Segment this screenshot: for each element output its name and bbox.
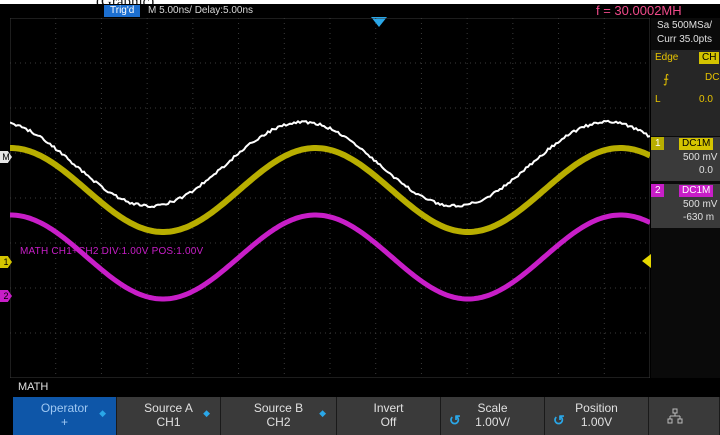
invert-value: Off — [337, 415, 440, 429]
trigger-level-value: 0.0 — [699, 94, 713, 105]
ch2-offset: -630 m — [683, 212, 714, 223]
rising-edge-icon: ⨍ — [663, 72, 669, 86]
scale-softkey[interactable]: ↺ Scale 1.00V/ — [441, 397, 545, 435]
menu-title: MATH — [18, 381, 48, 393]
timebase-readout: M 5.00ns/ Delay:5.00ns — [148, 5, 253, 17]
ch1-number: 1 — [655, 138, 661, 149]
rotary-knob-icon: ↺ — [553, 412, 565, 429]
math-expression-label: MATH CH1+CH2 DIV:1.00V POS:1.00V — [20, 246, 203, 257]
trigger-level-label: L — [655, 94, 661, 105]
softkey-bar: Operator + ◆ Source A CH1 ◆ Source B CH2… — [13, 397, 720, 435]
cycle-arrow-icon: ◆ — [99, 408, 106, 419]
operator-softkey[interactable]: Operator + ◆ — [13, 397, 117, 435]
ch2-coupling: DC1M — [679, 185, 713, 197]
trigger-source: CH — [699, 52, 719, 64]
ch2-waveform — [10, 215, 650, 299]
trigger-type: Edge — [655, 52, 678, 63]
trigger-status-badge: Trig'd — [104, 5, 140, 17]
cycle-arrow-icon: ◆ — [319, 408, 326, 419]
math-marker-label: M — [2, 152, 10, 162]
ch2-marker-label: 2 — [3, 291, 8, 301]
cycle-arrow-icon: ◆ — [203, 408, 210, 419]
graticule — [10, 18, 650, 378]
sample-rate: Sa 500MSa/ — [657, 20, 720, 31]
info-panel: Sa 500MSa/ Curr 35.0pts Edge CH ⨍ DC L 0… — [651, 18, 720, 378]
ch2-scale: 500 mV — [683, 199, 717, 210]
source-a-softkey[interactable]: Source A CH1 ◆ — [117, 397, 221, 435]
ch2-number: 2 — [655, 185, 661, 196]
trigger-box[interactable]: Edge CH ⨍ DC L 0.0 — [651, 50, 720, 136]
waveform-grid — [10, 18, 650, 378]
rotary-knob-icon: ↺ — [449, 412, 461, 429]
position-softkey[interactable]: ↺ Position 1.00V — [545, 397, 649, 435]
ch2-info-box[interactable]: 2 DC1M 500 mV -630 m — [651, 184, 720, 228]
ch1-scale: 500 mV — [683, 152, 717, 163]
oscilloscope-screen: Trig'd M 5.00ns/ Delay:5.00ns f = 30.000… — [0, 4, 720, 435]
ch1-offset: 0.0 — [699, 165, 713, 176]
invert-softkey[interactable]: Invert Off — [337, 397, 441, 435]
record-length: Curr 35.0pts — [657, 34, 720, 45]
frequency-readout: f = 30.0002MH — [596, 4, 682, 18]
trigger-coupling: DC — [705, 72, 719, 83]
source-b-softkey[interactable]: Source B CH2 ◆ — [221, 397, 337, 435]
ch1-marker-label: 1 — [3, 257, 8, 267]
invert-label: Invert — [337, 401, 440, 415]
ch1-info-box[interactable]: 1 DC1M 500 mV 0.0 — [651, 137, 720, 181]
network-status[interactable] — [649, 397, 720, 435]
status-bar: Trig'd M 5.00ns/ Delay:5.00ns f = 30.000… — [0, 4, 720, 18]
trigger-level-marker-icon[interactable] — [642, 254, 651, 268]
ch1-coupling: DC1M — [679, 138, 713, 150]
network-icon — [667, 408, 683, 424]
